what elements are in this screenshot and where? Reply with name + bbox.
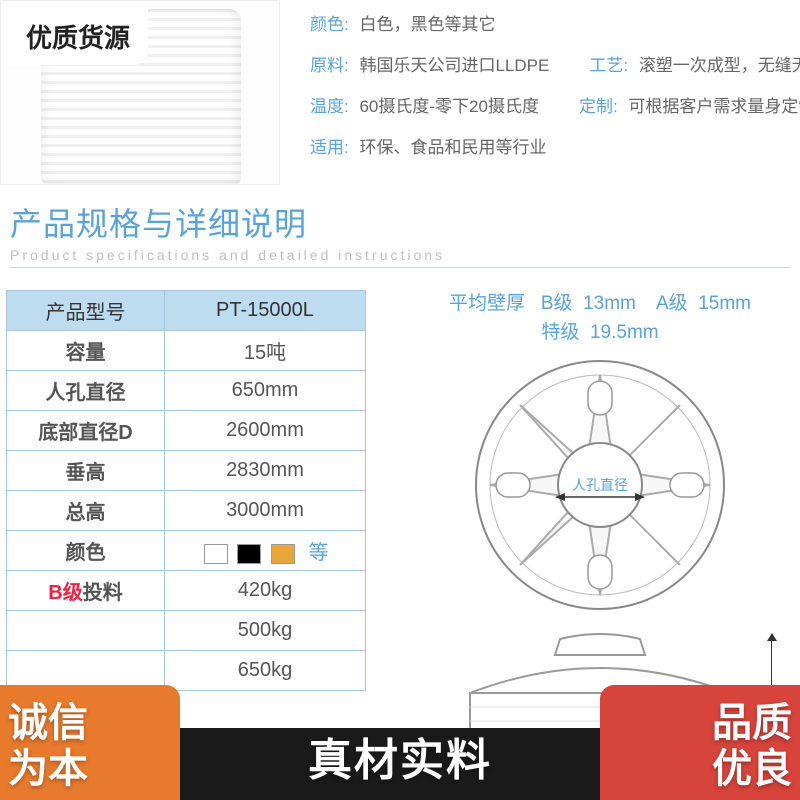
spec-item: 温度: 60摄氏度-零下20摄氏度 <box>310 92 539 117</box>
spec-row: 原料: 韩国乐天公司进口LLDPE 工艺: 滚塑一次成型，无缝无焊 <box>310 51 800 76</box>
wall-b: B级 <box>541 293 573 314</box>
table-cell: 垂高 <box>7 451 165 491</box>
table-cell: 容量 <box>7 331 165 371</box>
table-cell: 420kg <box>164 571 365 611</box>
b-level-text: 投料 <box>83 582 123 604</box>
section-header: 产品规格与详细说明 Product specifications and det… <box>0 195 800 270</box>
table-header-row: 产品型号 PT-15000L <box>7 291 366 331</box>
wall-a: A级 <box>656 293 688 314</box>
slogan-right: 品质优良 <box>702 700 792 792</box>
bottom-slogan-bar: 诚信为本 真材实料 品质优良 <box>0 685 800 800</box>
table-cell: 人孔直径 <box>7 371 165 411</box>
etc-text: 等 <box>308 542 328 564</box>
table-row: 底部直径D 2600mm <box>7 411 366 451</box>
wall-a-val: 15mm <box>698 293 751 314</box>
table-cell: 总高 <box>7 491 165 531</box>
color-swatch <box>204 544 228 564</box>
spec-val: 滚塑一次成型，无缝无焊 <box>639 56 800 75</box>
table-header-cell: PT-15000L <box>164 291 365 331</box>
spec-val: 白色，黑色等其它 <box>359 15 495 34</box>
spec-item: 颜色: 白色，黑色等其它 <box>310 10 495 35</box>
table-cell: 底部直径D <box>7 411 165 451</box>
slogan-center: 真材实料 <box>308 724 492 788</box>
badge-top-left: 优质货源 <box>8 8 148 65</box>
b-level-red: B级 <box>48 582 82 604</box>
spec-val: 60摄氏度-零下20摄氏度 <box>359 97 538 116</box>
table-row-blevel: B级投料 420kg <box>7 571 366 611</box>
spec-item: 适用: 环保、食品和民用等行业 <box>310 133 546 158</box>
wall-b-val: 13mm <box>583 293 636 314</box>
table-row-color: 颜色 等 <box>7 531 366 571</box>
table-cell: 15吨 <box>164 331 365 371</box>
table-cell: 2830mm <box>164 451 365 491</box>
spec-key: 定制: <box>579 97 618 116</box>
wall-s: 特级 <box>541 322 579 343</box>
table-cell: B级投料 <box>7 571 165 611</box>
table-row: 人孔直径 650mm <box>7 371 366 411</box>
table-cell: 2600mm <box>164 411 365 451</box>
spec-key: 颜色: <box>310 15 349 34</box>
color-swatch <box>271 544 295 564</box>
spec-list: 颜色: 白色，黑色等其它 原料: 韩国乐天公司进口LLDPE 工艺: 滚塑一次成… <box>310 10 800 174</box>
spec-key: 工艺: <box>589 56 628 75</box>
spec-item: 工艺: 滚塑一次成型，无缝无焊 <box>589 51 800 76</box>
spec-item: 原料: 韩国乐天公司进口LLDPE <box>310 51 549 76</box>
table-cell: 3000mm <box>164 491 365 531</box>
tank-top-view-diagram: 人孔直径 <box>470 355 730 615</box>
table-row: 总高 3000mm <box>7 491 366 531</box>
wall-label: 平均壁厚 <box>449 293 525 314</box>
table-cell-empty <box>7 611 165 651</box>
table-row: 垂高 2830mm <box>7 451 366 491</box>
table-cell-swatches: 等 <box>164 531 365 571</box>
table-cell: 颜色 <box>7 531 165 571</box>
arrowhead-icon <box>767 633 777 641</box>
section-title-en: Product specifications and detailed inst… <box>10 247 790 263</box>
spec-item: 定制: 可根据客户需求量身定制 <box>579 92 800 117</box>
table-header-cell: 产品型号 <box>7 291 165 331</box>
slogan-left: 诚信为本 <box>8 700 98 792</box>
wall-s-val: 19.5mm <box>590 322 659 343</box>
spec-table: 产品型号 PT-15000L 容量 15吨 人孔直径 650mm 底部直径D 2… <box>6 290 366 691</box>
color-swatch <box>237 544 261 564</box>
table-row: 500kg <box>7 611 366 651</box>
spec-val: 可根据客户需求量身定制 <box>628 97 800 116</box>
spec-row: 适用: 环保、食品和民用等行业 <box>310 133 800 158</box>
divider <box>10 267 790 268</box>
spec-row: 颜色: 白色，黑色等其它 <box>310 10 800 35</box>
spec-key: 原料: <box>310 56 349 75</box>
wall-thickness-text: 平均壁厚 B级 13mm A级 15mm 特级 19.5mm <box>400 290 800 347</box>
table-row: 容量 15吨 <box>7 331 366 371</box>
table-cell: 500kg <box>164 611 365 651</box>
table-cell: 650mm <box>164 371 365 411</box>
spec-row: 温度: 60摄氏度-零下20摄氏度 定制: 可根据客户需求量身定制 <box>310 92 800 117</box>
manhole-dimension-arrow <box>555 490 645 509</box>
spec-val: 韩国乐天公司进口LLDPE <box>359 56 549 75</box>
spec-key: 适用: <box>310 138 349 157</box>
spec-key: 温度: <box>310 97 349 116</box>
section-title-zh: 产品规格与详细说明 <box>10 199 790 245</box>
spec-val: 环保、食品和民用等行业 <box>359 138 546 157</box>
